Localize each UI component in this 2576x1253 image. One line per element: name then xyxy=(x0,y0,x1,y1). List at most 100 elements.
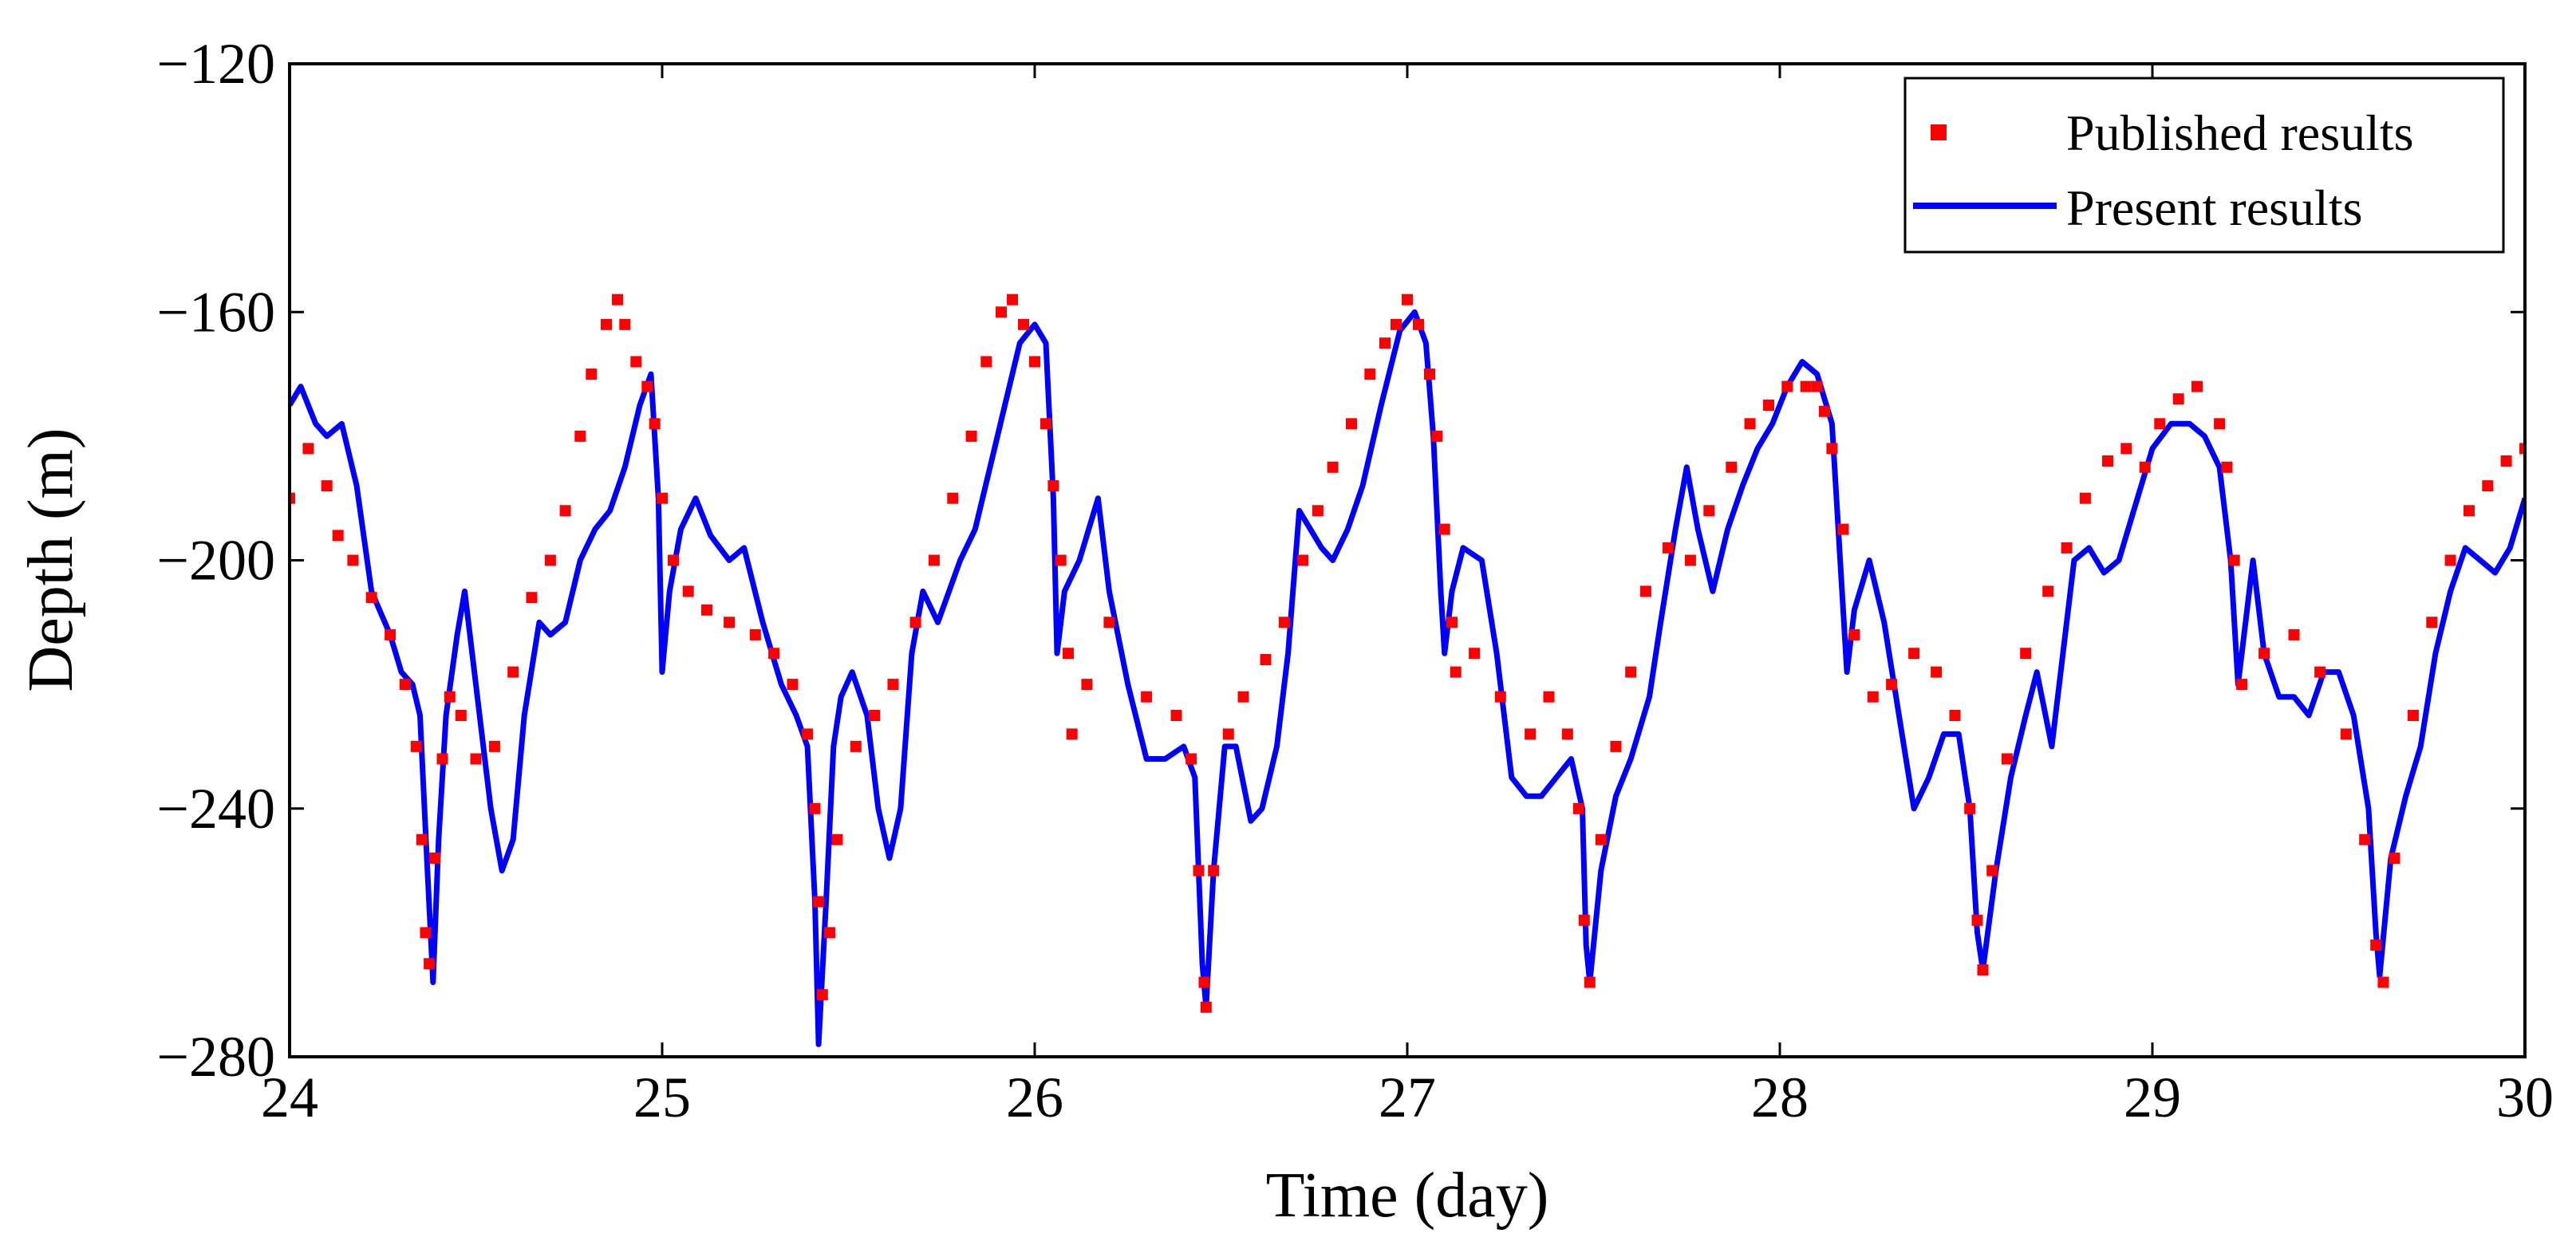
published-point xyxy=(1312,505,1324,517)
published-point xyxy=(2020,648,2032,660)
y-tick-label: −280 xyxy=(156,1025,275,1089)
published-point xyxy=(1063,648,1074,660)
published-point xyxy=(2359,833,2371,845)
published-point xyxy=(399,679,411,691)
published-point xyxy=(429,853,441,864)
published-point xyxy=(1081,679,1093,691)
published-point xyxy=(420,927,432,939)
published-point xyxy=(410,740,422,752)
published-point xyxy=(365,592,377,604)
published-point xyxy=(1971,914,1983,926)
published-point xyxy=(601,318,612,330)
published-point xyxy=(526,592,538,604)
published-point xyxy=(630,356,642,368)
published-point xyxy=(1763,400,1774,411)
published-point xyxy=(1662,542,1674,554)
published-point xyxy=(668,554,679,566)
legend-label-published: Published results xyxy=(2066,104,2414,161)
legend-box xyxy=(1903,77,2505,254)
published-point xyxy=(2221,461,2233,473)
y-axis-title: Depth (m) xyxy=(16,428,86,692)
published-point xyxy=(2001,753,2013,765)
published-point xyxy=(290,492,295,504)
published-point xyxy=(996,306,1007,318)
x-axis-title: Time (day) xyxy=(1266,1160,1549,1231)
published-point xyxy=(1867,691,1879,703)
published-point xyxy=(2139,461,2151,473)
published-point xyxy=(1684,554,1696,566)
published-point xyxy=(657,492,668,504)
x-tick-label: 24 xyxy=(261,1066,318,1129)
published-point xyxy=(768,648,780,660)
published-point xyxy=(2228,554,2240,566)
published-point xyxy=(1826,443,1838,455)
published-point xyxy=(1424,368,1435,380)
published-point xyxy=(1431,430,1443,442)
x-tick-label: 30 xyxy=(2496,1066,2554,1129)
published-point xyxy=(1908,648,1920,660)
published-point xyxy=(2464,505,2475,517)
published-point xyxy=(2314,666,2326,678)
plot-area: 24 25 26 27 28 29 30 −120 −160 −200 −240 −280 xyxy=(156,32,2554,1129)
legend-marker-published xyxy=(1931,124,1947,140)
published-point xyxy=(1450,666,1462,678)
published-point xyxy=(1379,337,1391,349)
published-point xyxy=(1193,865,1205,877)
published-point xyxy=(1200,1001,1212,1013)
published-point xyxy=(1525,728,1537,740)
published-point xyxy=(2426,617,2438,628)
published-point xyxy=(802,728,814,740)
x-tick-label: 26 xyxy=(1006,1066,1063,1129)
published-point xyxy=(1222,728,1234,740)
published-point xyxy=(2519,443,2525,455)
published-point xyxy=(1391,318,1402,330)
y-tick-label: −160 xyxy=(156,280,275,344)
published-point xyxy=(2377,976,2389,988)
published-point xyxy=(1413,318,1424,330)
published-point xyxy=(2191,380,2203,392)
published-point xyxy=(850,740,862,752)
published-point xyxy=(385,628,396,640)
published-point xyxy=(455,710,467,721)
published-point xyxy=(824,927,836,939)
ticks-layer: 24 25 26 27 28 29 30 −120 −160 −200 −240 −280 xyxy=(156,32,2554,1129)
published-point xyxy=(1170,710,1182,721)
x-tick-label: 29 xyxy=(2124,1066,2181,1129)
legend: Published results Present results xyxy=(1903,77,2505,254)
published-point xyxy=(1977,964,1989,976)
published-point xyxy=(809,802,821,814)
published-point xyxy=(1837,523,1849,535)
published-point xyxy=(1811,380,1823,392)
x-tick-label: 28 xyxy=(1751,1066,1809,1129)
published-point xyxy=(332,530,344,542)
published-point xyxy=(2102,455,2113,467)
published-point xyxy=(1402,294,1413,305)
published-point xyxy=(2042,585,2054,597)
published-point xyxy=(1260,654,1272,665)
published-point xyxy=(1781,380,1793,392)
published-point xyxy=(1543,691,1555,703)
published-point xyxy=(1625,666,1637,678)
published-point xyxy=(1572,802,1584,814)
published-point xyxy=(619,318,631,330)
published-point xyxy=(1964,802,1976,814)
published-point xyxy=(321,480,333,492)
published-point xyxy=(2407,710,2419,721)
published-point xyxy=(2288,628,2300,640)
published-point xyxy=(980,356,992,368)
published-point xyxy=(2482,480,2494,492)
published-point xyxy=(649,418,661,430)
published-point xyxy=(612,294,623,305)
legend-label-present: Present results xyxy=(2066,179,2363,236)
published-point xyxy=(2340,728,2352,740)
published-point xyxy=(1040,418,1051,430)
published-point xyxy=(928,554,940,566)
x-tick-label: 27 xyxy=(1379,1066,1436,1129)
y-tick-label: −200 xyxy=(156,529,275,593)
published-point xyxy=(1949,710,1961,721)
published-point xyxy=(1931,666,1943,678)
published-point xyxy=(1438,523,1450,535)
published-point xyxy=(2389,853,2400,864)
published-point xyxy=(444,691,456,703)
